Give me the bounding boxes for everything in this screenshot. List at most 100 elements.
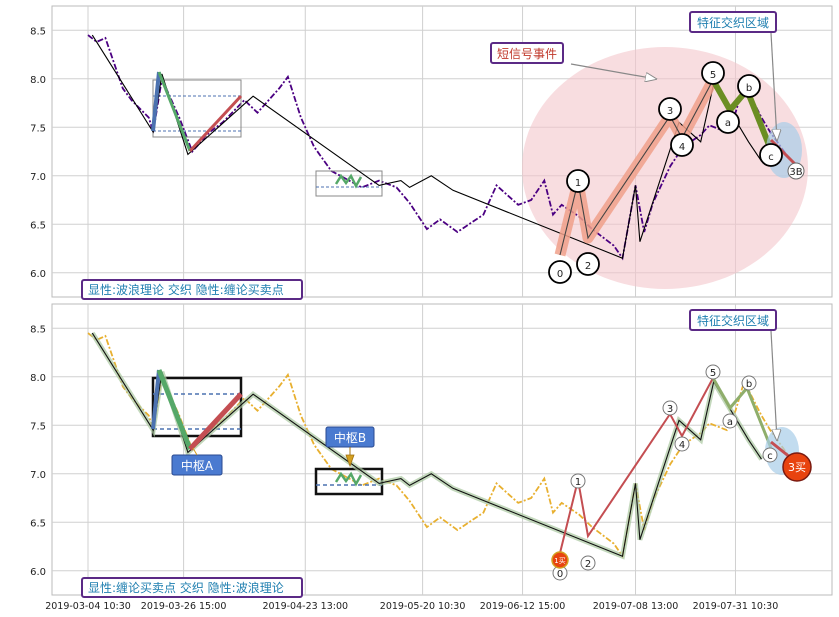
bottom-segment-down — [156, 369, 193, 450]
bottom-wave-label-0: 0 — [557, 569, 563, 580]
top-pivot-box-b — [315, 170, 383, 197]
wave-label-c: c — [768, 152, 774, 163]
y-tick-label: 7.5 — [30, 123, 46, 134]
bottom-wave-label-2: 2 — [585, 559, 591, 570]
x-tick-label: 2019-03-26 15:00 — [141, 601, 227, 612]
first-buy-label: 1买 — [554, 557, 565, 565]
wave-label-3: 3 — [667, 106, 673, 117]
wave-label-1: 1 — [575, 178, 581, 189]
bottom-segment-up — [151, 369, 161, 430]
top-segment-up — [151, 71, 161, 132]
wave-label-0: 0 — [557, 269, 563, 280]
bottom-pivot-b-strokes — [334, 471, 363, 487]
third-buy-label-top: 3B — [789, 167, 802, 178]
feature-zone-label-bottom: 特征交织区域 — [697, 313, 769, 328]
x-tick-label: 2019-03-04 10:30 — [45, 601, 131, 612]
bottom-segment-recovery — [188, 392, 243, 451]
wave-marker-5 — [701, 61, 725, 85]
feature-zone-arrow-bottom — [770, 330, 777, 440]
top-pivot-box-a — [152, 79, 242, 138]
bottom-wave-marker-2 — [580, 555, 596, 571]
top-y-axis-ticks: 8.5 8.0 7.5 7.0 6.5 6.0 — [30, 26, 46, 280]
wave-label-a: a — [725, 118, 731, 129]
bottom-wave-label-b: b — [746, 379, 752, 390]
pivot-b-label: 中枢B — [334, 430, 366, 445]
short-signal-arrow — [570, 63, 656, 79]
top-plot-frame — [51, 5, 833, 298]
feature-zone-arrow-top — [770, 32, 777, 140]
third-buy-marker — [782, 452, 812, 482]
wave-label-5: 5 — [710, 70, 716, 81]
bottom-legend-text: 显性:缠论买卖点 交织 隐性:波浪理论 — [88, 580, 284, 595]
top-sub-wave — [710, 78, 774, 152]
short-signal-label: 短信号事件 — [497, 47, 557, 61]
x-axis-ticks: 2019-03-04 10:30 2019-03-26 15:00 2019-04-… — [45, 601, 778, 612]
feature-zone-box-top — [689, 11, 777, 33]
bottom-wave-label-a: a — [727, 417, 733, 428]
third-buy-label: 3买 — [788, 461, 806, 474]
y-tick-label: 8.0 — [30, 373, 46, 384]
third-buy-marker-top — [787, 162, 805, 180]
feature-zone-label-top: 特征交织区域 — [697, 15, 769, 30]
x-tick-label: 2019-04-23 13:00 — [262, 601, 348, 612]
bottom-wave-label-5: 5 — [710, 368, 716, 379]
wave-marker-2 — [576, 252, 600, 276]
top-pivot-b-strokes — [334, 173, 363, 189]
bottom-wave-marker-3 — [662, 400, 678, 416]
y-tick-label: 8.5 — [30, 26, 46, 37]
bottom-wave-label-1: 1 — [575, 477, 581, 488]
bottom-wave-up — [559, 377, 714, 554]
y-tick-label: 7.0 — [30, 470, 46, 481]
pivot-a-pointer — [192, 447, 198, 456]
wave-label-2: 2 — [585, 261, 591, 272]
top-trend-stroke — [91, 34, 762, 259]
top-legend-text: 显性:波浪理论 交织 隐性:缠论买卖点 — [88, 282, 284, 297]
x-tick-label: 2019-07-08 13:00 — [593, 601, 679, 612]
wave-marker-b — [737, 74, 761, 98]
wave-marker-4 — [670, 133, 694, 157]
y-tick-label: 6.5 — [30, 518, 46, 529]
bottom-wave-marker-c — [762, 447, 778, 463]
x-tick-label: 2019-06-12 15:00 — [480, 601, 566, 612]
bottom-y-axis-ticks: 8.5 8.0 7.5 7.0 6.5 6.0 — [30, 324, 46, 578]
first-buy-marker — [551, 551, 569, 569]
bottom-wave-marker-4 — [674, 436, 690, 452]
feature-zone-box-bottom — [689, 309, 777, 331]
top-wave-markers: 0 1 2 3 4 5 a b c 3B — [548, 61, 805, 284]
y-tick-label: 6.0 — [30, 269, 46, 280]
bottom-wave-markers: 0 1 2 3 4 5 a b c — [552, 364, 778, 581]
wave-marker-0 — [548, 260, 572, 284]
y-tick-label: 6.5 — [30, 220, 46, 231]
wave-marker-1 — [566, 169, 590, 193]
top-segment-recovery — [188, 94, 243, 153]
wave-label-4: 4 — [679, 142, 685, 153]
y-tick-label: 7.5 — [30, 421, 46, 432]
wave-marker-3 — [658, 97, 682, 121]
bottom-plot-frame — [51, 303, 833, 596]
top-segment-down — [157, 71, 192, 152]
bottom-sub-wave — [711, 377, 773, 449]
bottom-wave-marker-b — [741, 375, 757, 391]
y-tick-label: 8.0 — [30, 75, 46, 86]
top-wave-path — [559, 79, 714, 256]
bottom-wave-marker-a — [722, 413, 738, 429]
wave-marker-a — [716, 110, 740, 134]
wave-marker-c — [759, 143, 783, 167]
bottom-gridlines — [52, 304, 832, 595]
bottom-wave-marker-1 — [570, 473, 586, 489]
bottom-wave-label-3: 3 — [667, 404, 673, 415]
y-tick-label: 7.0 — [30, 172, 46, 183]
x-tick-label: 2019-05-20 10:30 — [380, 601, 466, 612]
top-legend-box — [81, 279, 303, 300]
bottom-panel: 8.5 8.0 7.5 7.0 6.5 6.0 0 1 2 3 4 5 — [30, 303, 833, 598]
x-tick-label: 2019-07-31 10:30 — [693, 601, 779, 612]
y-tick-label: 6.0 — [30, 567, 46, 578]
wave-label-b: b — [746, 83, 752, 94]
y-tick-label: 8.5 — [30, 324, 46, 335]
bottom-wave-label-4: 4 — [679, 440, 685, 451]
short-signal-box — [490, 42, 564, 64]
bottom-wave-marker-5 — [705, 364, 721, 380]
pivot-a-label: 中枢A — [181, 458, 214, 473]
bottom-legend-box — [81, 577, 303, 598]
